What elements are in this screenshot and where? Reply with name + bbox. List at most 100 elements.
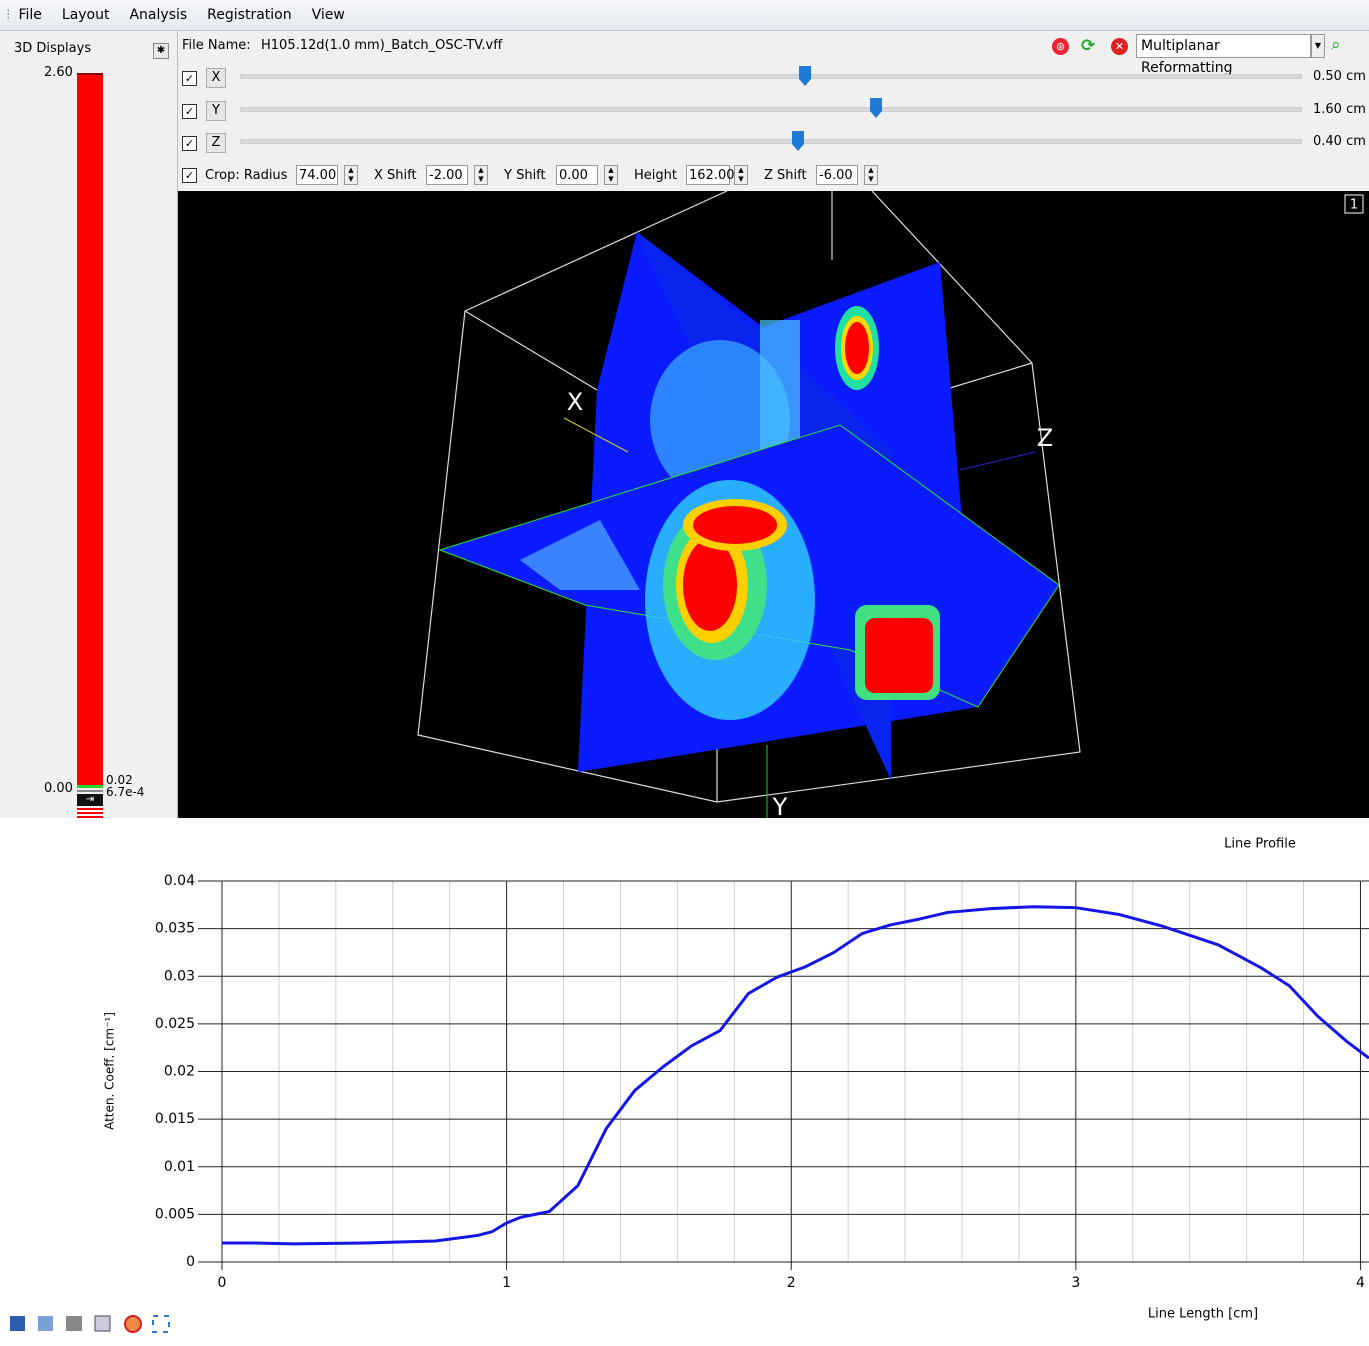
menu-item[interactable]: File [18,7,42,23]
axis-button[interactable]: Z [206,133,226,153]
checkbox[interactable]: ✓ [182,104,197,119]
box-edge [949,362,1033,389]
spin-input[interactable]: -6.00 [816,165,858,185]
x-tick-label: 4 [1356,1275,1365,1291]
view-index-box[interactable] [1344,194,1364,214]
y-axis-label: Atten. Coeff. [cm⁻¹] [103,1012,117,1130]
y-tick-label: 0.015 [155,1111,195,1127]
3d-viewport[interactable]: X Z Y 1 [178,191,1369,818]
spin-input[interactable]: -2.00 [426,165,468,185]
slice-feature [845,322,869,374]
menu-item[interactable]: View [311,7,345,23]
color-bar [77,73,103,787]
grip: ⁝ [6,7,11,23]
y-tick-label: 0.01 [164,1159,195,1175]
toolbar: File Name: H105.12d(1.0 mm)_Batch_OSC-TV… [178,31,1369,191]
copy-icon[interactable] [38,1316,53,1331]
scale-label: 0.02 [106,773,133,787]
dropdown-arrow[interactable]: ▼ [1311,34,1325,58]
panel-title: 3D Displays [14,41,92,56]
axis-button[interactable]: X [206,68,226,88]
file-label: File Name: [182,38,251,53]
color-bar-low [77,785,103,788]
y-tick-label: 0.025 [155,1016,195,1032]
scale-label: 6.7e-4 [106,785,145,799]
checkbox[interactable]: ✓ [182,136,197,151]
color-bar-handle[interactable]: ⇥ [77,794,103,806]
mode-dropdown[interactable]: Multiplanar Reformatting [1136,34,1311,76]
field-label: Z Shift [764,168,807,183]
icon-button[interactable]: ⊛ [1052,38,1069,55]
save-icon[interactable] [10,1316,25,1331]
y-tick-label: 0.005 [155,1206,195,1222]
menu-item[interactable]: Registration [207,7,292,23]
axis-button[interactable]: Y [206,101,226,121]
crop-label: Crop: Radius [205,168,288,183]
x-tick-label: 0 [218,1275,227,1291]
spin-input[interactable]: 0.00 [556,165,598,185]
x-tick-label: 2 [787,1275,796,1291]
scale-min: 0.00 [44,781,73,796]
slider-value: 0.50 cm [1313,69,1366,84]
close-button[interactable]: ✕ [1111,38,1128,55]
menu-item[interactable]: Layout [61,7,110,23]
print-icon[interactable] [66,1316,82,1331]
slider-thumb[interactable] [870,98,882,118]
spin-button[interactable]: ▲ ▼ [864,165,878,185]
spin-button[interactable]: ▲ ▼ [344,165,358,185]
y-tick-label: 0.03 [164,968,195,984]
box-edge [464,310,598,391]
checkbox[interactable]: ✓ [182,168,197,183]
color-bar-stripes [77,808,103,818]
x-axis-indicator [563,417,629,453]
slice-feature [520,520,640,590]
spin-input[interactable]: 74.00 [296,165,338,185]
field-label: Height [634,168,677,183]
view-index: 1 [1350,198,1358,213]
color-bar-low [77,790,103,792]
line-profile-chart: Line Profile Line Length [cm] Atten. Coe… [0,818,1369,1346]
axis-label: Z [1037,424,1053,452]
fit-icon[interactable] [152,1315,170,1333]
y-tick-label: 0.02 [164,1064,195,1080]
z-axis-indicator [959,451,1036,471]
slider-track [240,139,1302,144]
scale-max: 2.60 [44,65,73,80]
profile-line [222,905,1369,1246]
spin-input[interactable]: 162.00 [686,165,735,185]
y-tick-label: 0.035 [155,921,195,937]
bounding-box [417,191,1081,803]
spin-button[interactable]: ▲ ▼ [734,165,748,185]
refresh-button[interactable]: ⟳ [1081,36,1096,56]
slider-value: 1.60 cm [1313,102,1366,117]
field-label: Y Shift [504,168,546,183]
axis-label: Y [772,793,788,818]
menu-item[interactable]: Analysis [129,7,188,23]
slice-feature [683,539,737,631]
spin-button[interactable]: ▲ ▼ [474,165,488,185]
clear-icon[interactable] [124,1315,142,1333]
slice-feature [760,320,800,450]
y-tick-label: 0 [186,1254,195,1270]
left-panel: 3D Displays ✱ 2.60 ⇥ 0.00 0.02 6.7e-4 [0,31,178,818]
preview-icon[interactable] [94,1315,111,1332]
slider-track [240,74,1302,79]
spin-button[interactable]: ▲ ▼ [604,165,618,185]
slider-thumb[interactable] [799,66,811,86]
chart-background [0,818,1369,1346]
file-name: H105.12d(1.0 mm)_Batch_OSC-TV.vff [261,38,503,53]
chart-toolbar [10,1315,170,1333]
slider-track [240,107,1302,112]
slice-feature [693,506,777,544]
field-label: X Shift [374,168,417,183]
y-tick-label: 0.04 [164,873,195,889]
checkbox[interactable]: ✓ [182,71,197,86]
slider-value: 0.40 cm [1313,134,1366,149]
x-tick-label: 1 [502,1275,511,1291]
slice-feature [865,618,933,693]
search-button[interactable]: ⌕ [1331,35,1341,55]
axis-label: X [567,388,583,416]
slider-thumb[interactable] [792,131,804,151]
panel-button[interactable]: ✱ [153,43,169,59]
